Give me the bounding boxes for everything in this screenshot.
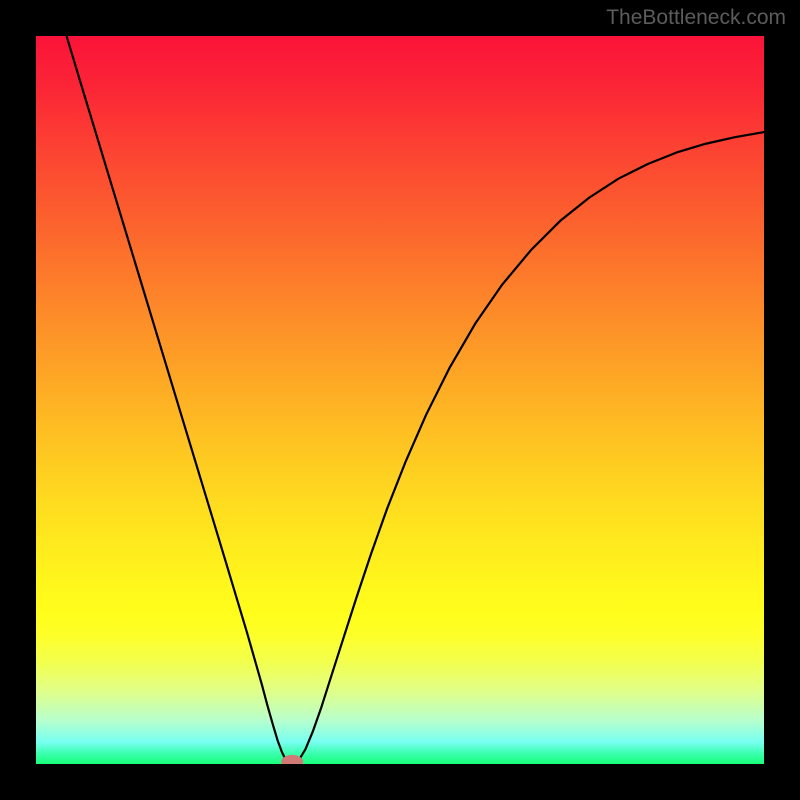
bottleneck-chart-svg [0, 0, 800, 800]
bottleneck-chart-container: TheBottleneck.com [0, 0, 800, 800]
plot-background-gradient [36, 36, 764, 764]
